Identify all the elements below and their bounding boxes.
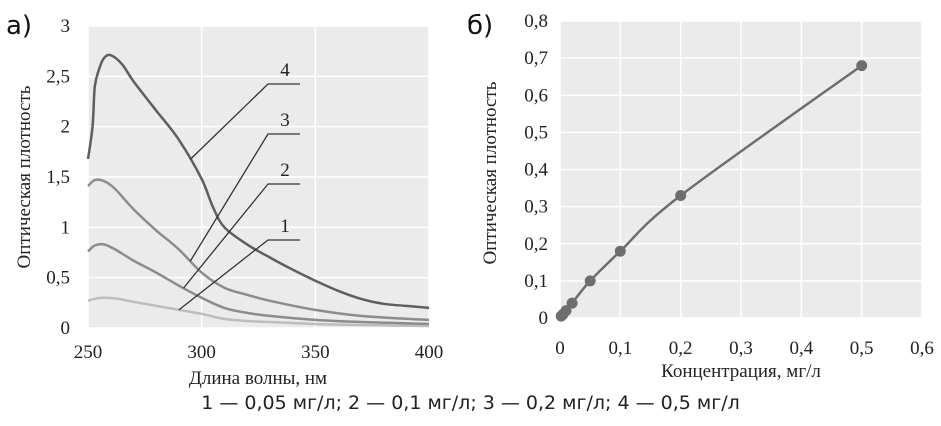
panel-b-y-tick-label: 0,8 [524, 11, 548, 32]
panel-a-curve-label-4: 4 [280, 60, 290, 81]
panel-a-series-1-line [87, 296, 430, 328]
panel-b-data-point [566, 297, 578, 309]
panel-a-callout-line-2 [182, 183, 300, 289]
panel-b-x-tick-label: 0 [555, 338, 565, 359]
panel-a-spectra-chart: a) 0 0,5 1 1,5 2 2,5 3 250 300 350 400 1 2 3 4 Длина… [6, 11, 443, 389]
panel-a-callout-line-3 [189, 133, 300, 262]
panel-a-y-tick-label: 0,5 [46, 268, 70, 289]
panel-b-data-point [675, 190, 687, 201]
panel-b-y-tick-label: 0,4 [524, 160, 548, 181]
panel-b-x-tick-label: 0,1 [608, 338, 632, 359]
panel-b-calibration-chart: б) 00,10,20,30,40,50,60,70,8 0 0,1 0,2 0,3 0… [467, 11, 934, 382]
panel-b-x-tick-label: 0,3 [729, 338, 753, 359]
panel-b-y-ticks: 0 0,1 0,2 0,3 0,4 0,5 0,6 0,7 0,8 [524, 11, 548, 329]
panel-b-data-points [555, 60, 868, 322]
panel-a-letter: a) [6, 11, 32, 41]
panel-b-x-ticks: 0 0,1 0,2 0,3 0,4 0,5 0,6 [555, 338, 934, 359]
panel-a-series-3-line [87, 178, 430, 322]
panel-a-grid [87, 25, 430, 329]
panel-b-y-tick-label: 0,2 [524, 234, 548, 255]
panel-a-y-tick-label: 3 [61, 16, 71, 37]
panel-b-letter: б) [467, 11, 493, 41]
panel-a-y-tick-label: 1,5 [46, 167, 70, 188]
panel-b-y-axis-label: Оптическая плотность [480, 81, 501, 264]
panel-b-y-tick-label: 0,6 [524, 85, 548, 106]
panel-a-series-2-line [87, 242, 430, 326]
panel-a-curve-label-1: 1 [280, 216, 290, 237]
panel-a-curve-label-2: 2 [280, 160, 290, 181]
panel-a-series-4-line [86, 53, 430, 310]
panel-a-y-ticks: 0 0,5 1 1,5 2 2,5 3 [46, 16, 70, 339]
panel-a-y-tick-label: 2,5 [46, 66, 70, 87]
panel-a-curve-label-3: 3 [280, 110, 290, 131]
panel-b-x-tick-label: 0,4 [789, 338, 813, 359]
panel-a-y-tick-label: 1 [61, 217, 71, 238]
panel-b-y-tick-label: 0 [539, 308, 549, 329]
panel-b-y-tick-label: 0,1 [524, 271, 548, 292]
panel-b-x-tick-label: 0,5 [850, 338, 874, 359]
figure-caption: 1 — 0,05 мг/л; 2 — 0,1 мг/л; 3 — 0,2 мг/… [201, 392, 740, 414]
panel-a-callout-line-4 [189, 83, 300, 160]
panel-b-y-tick-label: 0,7 [524, 48, 548, 69]
panel-b-x-tick-label: 0,2 [669, 338, 693, 359]
panel-a-curve-callouts: 1 2 3 4 [178, 60, 300, 311]
panel-a-y-tick-label: 0 [61, 318, 71, 339]
panel-b-y-tick-label: 0,5 [524, 122, 548, 143]
panel-b-data-point [614, 245, 626, 257]
panel-a-y-tick-label: 2 [61, 117, 71, 138]
panel-a-x-tick-label: 350 [301, 342, 330, 363]
panel-b-data-point [560, 305, 572, 317]
panel-b-data-point [584, 275, 596, 287]
panel-b-y-tick-label: 0,3 [524, 197, 548, 218]
panel-b-x-axis-label: Концентрация, мг/л [661, 361, 821, 382]
panel-a-y-axis-label: Оптическая плотность [14, 85, 35, 268]
panel-b-x-tick-label: 0,6 [910, 338, 934, 359]
panel-a-x-ticks: 250 300 350 400 [74, 342, 444, 363]
panel-a-x-tick-label: 400 [415, 342, 444, 363]
panel-a-x-tick-label: 250 [74, 342, 103, 363]
panel-a-callout-line-1 [178, 239, 300, 311]
panel-b-grid [559, 20, 923, 319]
panel-a-x-tick-label: 300 [187, 342, 216, 363]
panel-a-x-axis-label: Длина волны, нм [189, 368, 327, 389]
panel-a-series-lines [86, 53, 430, 328]
panel-b-data-point [856, 60, 868, 72]
